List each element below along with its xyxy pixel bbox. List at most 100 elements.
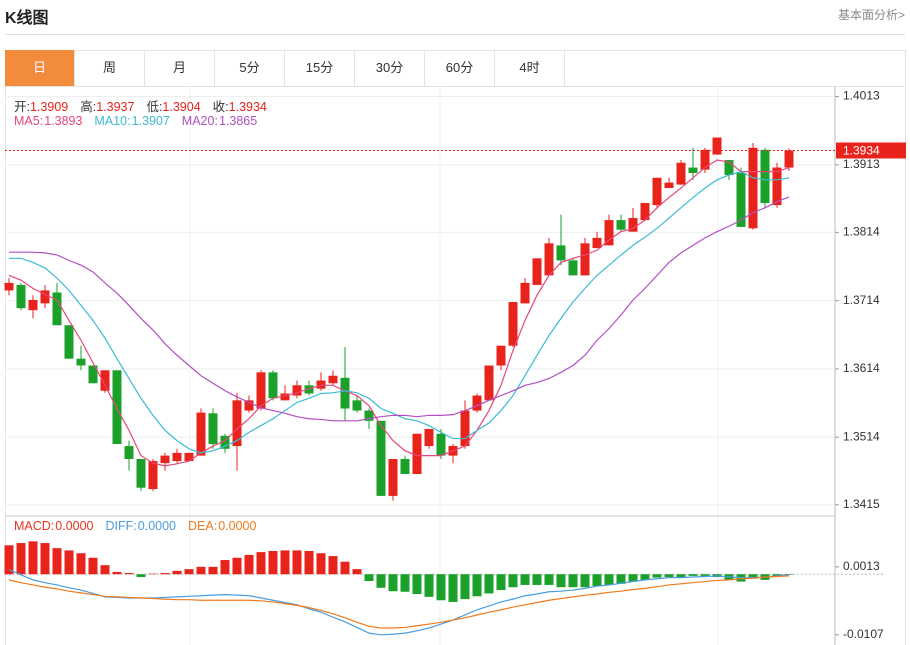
macd-bar — [64, 550, 74, 575]
legend-name: MA20: — [181, 114, 218, 128]
tab[interactable]: 月 — [145, 50, 215, 86]
ohlc-info: 开:1.3909 高:1.3937 低:1.3904 收:1.3934 — [14, 96, 267, 115]
macd-bar — [268, 550, 278, 575]
legend-item: MA20:1.3865 — [182, 114, 257, 128]
macd-bar — [208, 566, 218, 575]
macd-bar — [232, 557, 242, 575]
candle-body — [784, 150, 794, 168]
candle-body — [676, 162, 686, 185]
tab[interactable]: 日 — [5, 50, 75, 86]
tab[interactable]: 15分 — [285, 50, 355, 86]
macd-bar — [88, 557, 98, 575]
candle-body — [40, 290, 50, 304]
candle-body — [100, 370, 110, 391]
fundamental-link[interactable]: 基本面分析> — [837, 8, 905, 22]
tab[interactable]: 周 — [75, 50, 145, 86]
candle-body — [52, 292, 62, 326]
tab[interactable]: 60分 — [425, 50, 495, 86]
info-label: 收: — [212, 100, 229, 114]
candle-body — [4, 282, 14, 291]
macd-bar — [172, 570, 182, 575]
macd-bar — [316, 553, 326, 575]
y-tick-label: 1.3913 — [843, 157, 880, 171]
macd-bar — [16, 543, 26, 575]
candle-body — [664, 182, 674, 189]
macd-bar — [448, 574, 458, 602]
candle-body — [556, 245, 566, 261]
macd-bar — [556, 574, 566, 588]
macd-bar — [784, 574, 794, 575]
info-item: 低:1.3904 — [146, 96, 200, 115]
candle-body — [388, 459, 398, 496]
candle-body — [484, 365, 494, 401]
macd-bar — [76, 553, 86, 575]
y-tick-label: 1.3415 — [843, 497, 880, 511]
info-item: 收:1.3934 — [213, 96, 267, 115]
candle-body — [64, 325, 74, 359]
macd-bar — [436, 574, 446, 601]
macd-bar — [376, 574, 386, 588]
candle-body — [292, 385, 302, 396]
candle-body — [604, 220, 614, 246]
tab[interactable]: 30分 — [355, 50, 425, 86]
tab[interactable]: 5分 — [215, 50, 285, 86]
macd-bar — [460, 574, 470, 600]
candle-body — [520, 282, 530, 304]
macd-bar — [220, 560, 230, 575]
info-label: 高: — [80, 100, 97, 114]
y-tick-label: 1.4013 — [843, 89, 880, 103]
candle-body — [256, 372, 266, 409]
candle-body — [196, 412, 206, 456]
legend-item: DEA:0.0000 — [188, 519, 256, 533]
info-item: 开:1.3909 — [14, 96, 68, 115]
info-value: 1.3937 — [96, 100, 135, 114]
candle-body — [748, 147, 758, 229]
macd-bar — [196, 566, 206, 575]
legend-name: DEA: — [188, 519, 218, 533]
candle-body — [208, 413, 218, 445]
candle-body — [136, 459, 146, 488]
candle-body — [304, 385, 314, 394]
macd-bar — [148, 573, 158, 575]
macd-bar — [640, 574, 650, 580]
macd-bar — [244, 554, 254, 575]
divider — [5, 34, 905, 35]
candle-body — [712, 137, 722, 155]
candle-body — [124, 446, 134, 460]
tab-bar: 日周月 5分 15分 30分 60分 4时 — [5, 50, 905, 87]
legend-name: DIFF: — [105, 519, 137, 533]
candle-body — [508, 302, 518, 346]
legend-item: MA10:1.3907 — [94, 114, 169, 128]
macd-bar — [616, 574, 626, 584]
macd-bar — [412, 574, 422, 595]
legend-value: 0.0000 — [218, 519, 257, 533]
tab[interactable]: 4时 — [495, 50, 565, 86]
candle-body — [220, 435, 230, 449]
candle-body — [772, 167, 782, 206]
legend-value: 0.0000 — [55, 519, 94, 533]
macd-bar — [352, 569, 362, 575]
last-price-box — [836, 142, 906, 159]
y-tick-label: 1.3514 — [843, 429, 880, 443]
candle-body — [460, 410, 470, 447]
candle-body — [424, 428, 434, 447]
candle-body — [244, 400, 254, 411]
chart-frame — [5, 50, 906, 645]
legend-value: 1.3865 — [218, 114, 258, 128]
macd-bar — [136, 574, 146, 578]
macd-bar — [28, 541, 38, 575]
info-item: 高:1.3937 — [80, 96, 134, 115]
last-price-label: 1.3934 — [843, 144, 880, 158]
ma-legend: MA5:1.3893 MA10:1.3907 MA20:1.3865 — [14, 114, 257, 128]
candle-body — [616, 220, 626, 230]
macd-bar — [40, 543, 50, 575]
candle-body — [148, 461, 158, 490]
info-label: 低: — [146, 100, 163, 114]
candle-body — [376, 420, 386, 496]
macd-bar — [580, 574, 590, 588]
ma-line — [8, 159, 790, 467]
macd-bar — [112, 571, 122, 575]
candle-body — [364, 410, 374, 421]
macd-bar — [364, 574, 374, 581]
